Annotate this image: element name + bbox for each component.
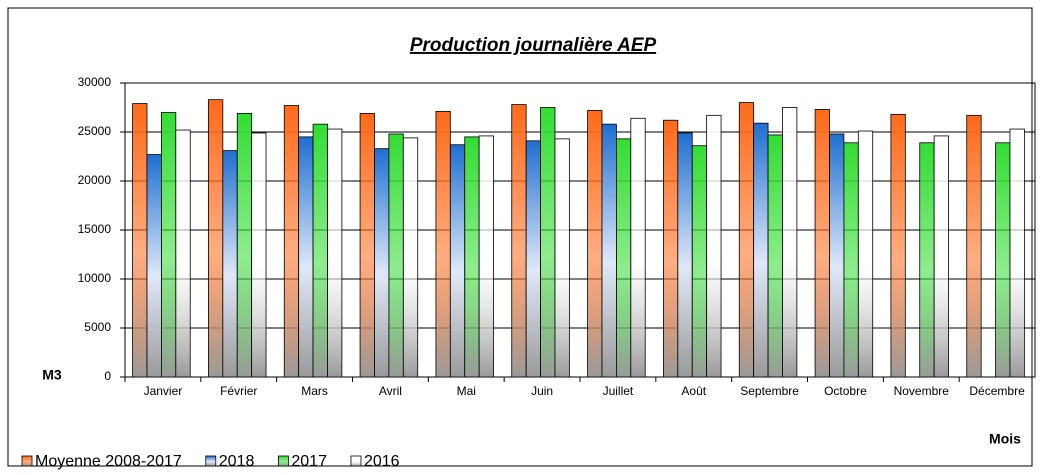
bar <box>298 136 314 378</box>
bar <box>146 154 162 378</box>
bar <box>663 119 679 378</box>
bar <box>435 111 451 378</box>
bar <box>919 142 935 378</box>
x-tick-label: Septembre <box>740 384 799 398</box>
bar <box>251 132 267 378</box>
y-tick-label: 30000 <box>78 75 112 89</box>
x-tick-label: Juin <box>531 384 553 398</box>
x-tick-label: Février <box>220 384 257 398</box>
bar <box>933 135 949 378</box>
bar <box>843 142 859 378</box>
bar <box>132 103 148 378</box>
x-axis-label: Mois <box>989 431 1021 447</box>
bar <box>236 112 253 378</box>
bar <box>478 135 494 378</box>
legend-label: 2016 <box>364 453 400 470</box>
legend-swatch <box>205 455 217 467</box>
legend-swatch <box>21 455 33 467</box>
bar <box>587 110 603 378</box>
bar <box>374 148 390 378</box>
bar <box>160 112 177 378</box>
x-tick-label: Janvier <box>144 384 183 398</box>
bar <box>449 144 466 378</box>
legend-label: 2017 <box>291 453 327 470</box>
bar <box>388 133 404 378</box>
legend-swatch <box>277 455 289 467</box>
bar <box>691 145 708 378</box>
bar <box>525 140 541 378</box>
bar <box>601 123 617 378</box>
bar <box>359 112 375 378</box>
x-tick-label: Juillet <box>603 384 634 398</box>
bar <box>814 109 830 378</box>
y-tick-label: 20000 <box>78 173 112 187</box>
bar <box>630 117 646 378</box>
legend-label: Moyenne 2008-2017 <box>35 453 182 470</box>
bar <box>327 128 343 378</box>
bar <box>616 138 632 378</box>
bar <box>829 133 845 378</box>
x-tick-label: Décembre <box>969 384 1025 398</box>
legend-label: 2018 <box>219 453 255 470</box>
bar <box>208 99 224 378</box>
x-tick-label: Novembre <box>894 384 950 398</box>
bar <box>677 132 693 378</box>
bar <box>706 114 722 378</box>
bar <box>738 102 755 378</box>
x-tick-label: Mars <box>301 384 328 398</box>
bar <box>511 104 527 378</box>
bar <box>175 129 191 378</box>
bar <box>966 114 982 378</box>
bar <box>753 122 769 378</box>
y-tick-label: 10000 <box>78 271 112 285</box>
bar <box>402 137 419 378</box>
bar <box>312 123 328 378</box>
bar <box>540 107 556 378</box>
y-tick-label: 5000 <box>84 320 111 334</box>
bar <box>1009 128 1025 378</box>
y-tick-label: 0 <box>104 369 111 383</box>
y-tick-label: 15000 <box>78 222 112 236</box>
bar <box>995 142 1011 378</box>
legend-swatch <box>350 455 362 467</box>
chart-title: Production journalière AEP <box>410 35 657 56</box>
y-axis-label: M3 <box>42 367 62 383</box>
bar <box>222 150 238 378</box>
bar <box>857 130 874 378</box>
x-tick-label: Août <box>681 384 706 398</box>
bar <box>890 113 906 378</box>
x-tick-label: Avril <box>379 384 402 398</box>
y-tick-label: 25000 <box>78 124 112 138</box>
bar <box>767 134 783 378</box>
bar <box>782 107 798 378</box>
bar <box>283 105 300 378</box>
bar <box>464 136 480 378</box>
x-tick-label: Octobre <box>824 384 867 398</box>
bar <box>554 138 570 378</box>
x-tick-label: Mai <box>457 384 476 398</box>
